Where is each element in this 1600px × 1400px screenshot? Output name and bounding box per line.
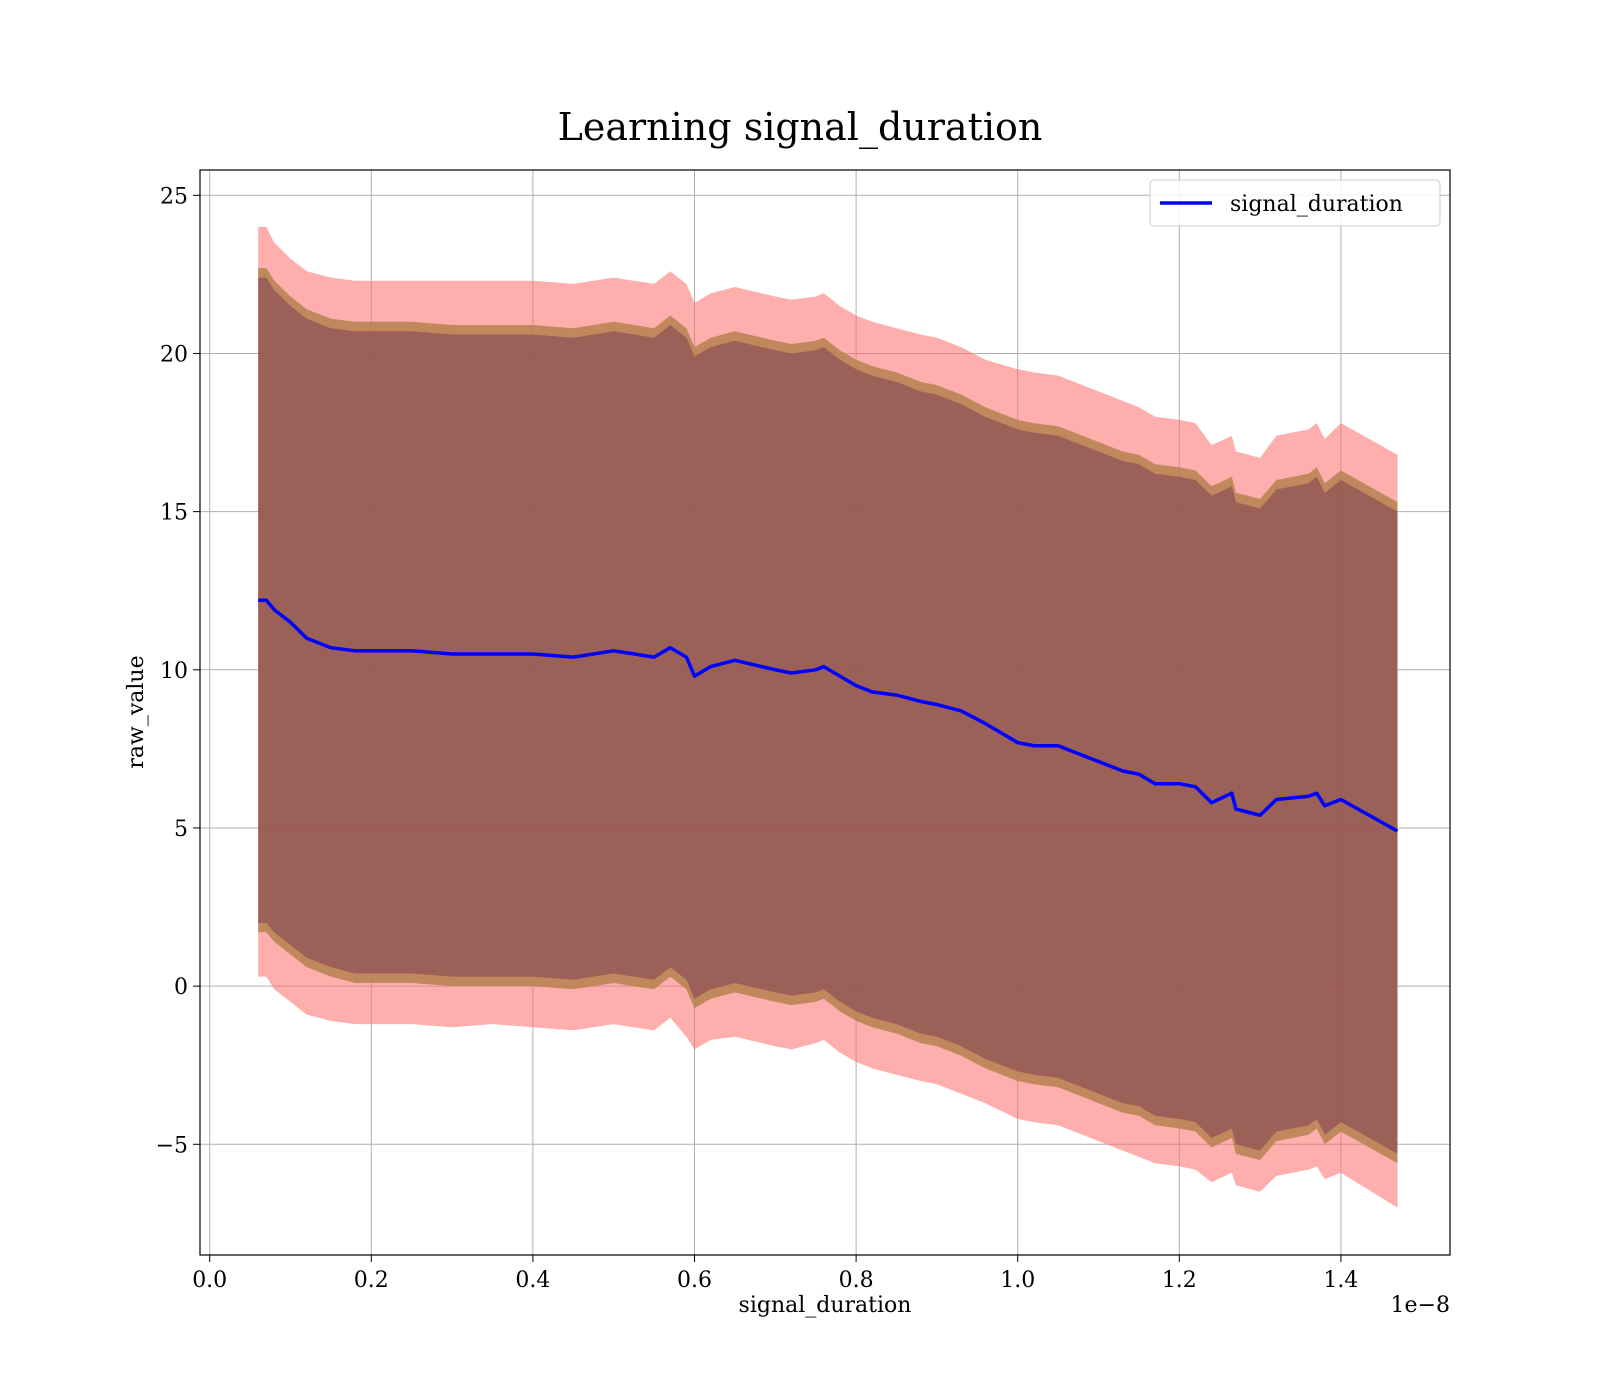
x-axis-label: signal_duration: [739, 1293, 912, 1318]
x-tick-label: 0.6: [677, 1268, 712, 1293]
x-tick-label: 1.4: [1323, 1268, 1358, 1293]
x-tick-label: 0.2: [354, 1268, 389, 1293]
legend-entry-signal-duration: signal_duration: [1230, 192, 1403, 217]
x-axis-offset-text: 1e−8: [1391, 1293, 1450, 1318]
legend-box: [1149, 179, 1441, 227]
y-tick-label: 10: [160, 659, 188, 684]
y-axis-label: raw_value: [124, 655, 149, 768]
y-tick-label: 25: [160, 184, 188, 209]
chart-title: Learning signal_duration: [558, 105, 1043, 150]
y-tick-label: 20: [160, 342, 188, 367]
series-lines: [258, 598, 1399, 833]
x-axis-ticks: 0.0 0.2 0.4 0.6 0.8 1.0 1.2 1.4: [192, 1255, 1358, 1293]
band-inner: [258, 277, 1398, 1154]
y-tick-label: −5: [156, 1133, 188, 1158]
x-tick-label: 0.0: [192, 1268, 227, 1293]
legend: signal_duration: [1149, 179, 1441, 227]
plot-frame: [199, 169, 1451, 1256]
x-tick-label: 1.0: [1000, 1268, 1035, 1293]
x-tick-label: 1.2: [1162, 1268, 1197, 1293]
y-tick-label: 5: [174, 817, 188, 842]
series-line-signal-duration: [258, 598, 1399, 833]
y-axis-ticks: −5 0 5 10 15 20 25: [156, 184, 200, 1158]
band-middle: [258, 268, 1398, 1164]
y-tick-label: 0: [174, 975, 188, 1000]
y-tick-label: 15: [160, 501, 188, 526]
x-tick-label: 0.4: [515, 1268, 550, 1293]
confidence-bands: [258, 226, 1398, 1208]
x-tick-label: 0.8: [839, 1268, 874, 1293]
